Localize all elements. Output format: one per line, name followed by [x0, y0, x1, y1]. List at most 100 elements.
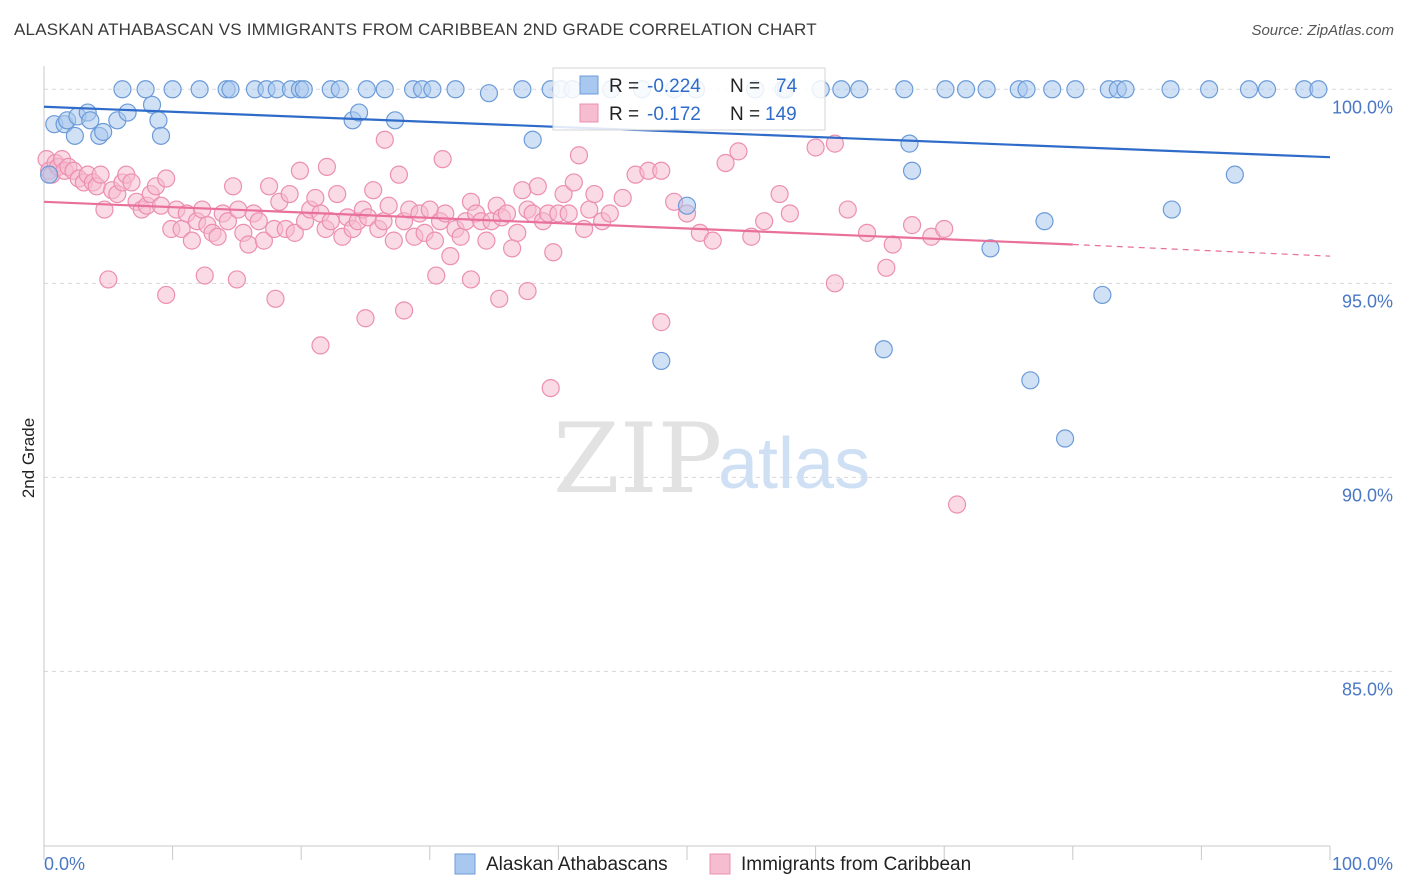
athabascan-point — [294, 80, 313, 99]
athabascan-point — [330, 80, 349, 99]
athabascan-point — [1116, 80, 1135, 99]
athabascan-point — [151, 126, 171, 145]
y-tick-label: 90.0% — [1342, 485, 1393, 505]
legend-swatch-pink — [579, 103, 599, 123]
athabascan-trend-line — [43, 105, 1331, 159]
x-tick-label-max: 100.0% — [1332, 854, 1393, 874]
caribbean-point — [742, 227, 761, 246]
chart-title: ALASKAN ATHABASCAN VS IMMIGRANTS FROM CA… — [14, 20, 817, 39]
athabascan-point — [513, 80, 532, 99]
caribbean-point — [321, 212, 340, 231]
caribbean-point — [389, 165, 409, 184]
athabascan-point — [874, 340, 893, 359]
caribbean-point — [99, 270, 118, 289]
caribbean-point — [254, 231, 274, 250]
caribbean-point — [425, 231, 445, 250]
caribbean-point — [544, 243, 563, 262]
caribbean-point — [356, 309, 375, 328]
legend-r-label-0: R = — [609, 76, 639, 97]
athabascan-point — [1093, 285, 1112, 305]
caribbean-point — [285, 223, 304, 242]
caribbean-trend-extension — [1072, 243, 1331, 257]
caribbean-point — [394, 301, 414, 320]
trend-lines — [43, 105, 1331, 257]
athabascan-point — [895, 80, 914, 99]
athabascan-point — [936, 80, 955, 99]
athabascan-point — [349, 103, 369, 122]
caribbean-point — [508, 223, 527, 242]
caribbean-point — [490, 289, 509, 308]
y-tick-label: 85.0% — [1342, 679, 1393, 699]
y-tick-label: 95.0% — [1342, 291, 1393, 311]
bottom-legend-label-1: Immigrants from Caribbean — [741, 854, 971, 875]
athabascan-point — [40, 165, 59, 184]
athabascan-point — [163, 80, 182, 99]
athabascan-point — [1257, 80, 1277, 99]
athabascan-point — [1225, 165, 1244, 184]
y-axis-label: 2nd Grade — [19, 418, 38, 498]
athabascan-point — [423, 80, 442, 99]
caribbean-point — [266, 289, 285, 308]
caribbean-point — [122, 173, 141, 192]
caribbean-point — [600, 204, 619, 223]
caribbean-trend-line — [43, 200, 1073, 246]
caribbean-point — [461, 270, 481, 289]
caribbean-point — [157, 285, 176, 305]
athabascan-point — [190, 80, 209, 99]
athabascan-point — [357, 80, 376, 99]
caribbean-point — [825, 274, 844, 293]
athabascan-point — [677, 196, 697, 215]
athabascan-point — [832, 80, 851, 99]
caribbean-point — [182, 231, 201, 250]
athabascan-point — [136, 80, 155, 99]
athabascan-point — [523, 130, 542, 149]
legend-n-value-1: 149 — [765, 104, 797, 125]
caribbean-point — [328, 184, 347, 204]
caribbean-point — [157, 169, 176, 188]
athabascan-point — [113, 80, 132, 99]
athabascan-point — [652, 351, 671, 371]
caribbean-point — [729, 142, 748, 161]
caribbean-point — [513, 181, 532, 200]
athabascan-point — [956, 80, 976, 99]
athabascan-point — [902, 161, 922, 180]
athabascan-point — [850, 80, 869, 99]
athabascan-point — [1309, 80, 1328, 99]
caribbean-point — [91, 165, 110, 184]
athabascan-point — [479, 84, 499, 103]
stats-legend: R = -0.224 N = 74 R = -0.172 N = 149 — [552, 67, 826, 131]
caribbean-point — [755, 212, 774, 231]
legend-n-label-0: N = — [730, 76, 760, 97]
athabascan-point — [900, 134, 919, 153]
caribbean-point — [652, 161, 671, 180]
caribbean-point — [503, 239, 522, 258]
caribbean-point — [902, 216, 922, 235]
caribbean-point — [528, 177, 547, 196]
legend-n-value-0: 74 — [776, 76, 798, 97]
caribbean-point — [652, 313, 671, 332]
caribbean-point — [883, 235, 902, 254]
athabascan-point — [1035, 212, 1054, 231]
caribbean-point — [838, 200, 857, 219]
caribbean-point — [441, 247, 460, 266]
caribbean-point — [259, 177, 279, 196]
caribbean-point — [857, 223, 877, 242]
caribbean-point — [239, 235, 258, 254]
caribbean-point — [249, 212, 268, 231]
legend-n-label-1: N = — [730, 104, 760, 125]
caribbean-point — [364, 181, 383, 200]
gridlines — [44, 88, 1393, 672]
athabascan-point — [81, 111, 100, 130]
caribbean-point — [825, 134, 844, 153]
chart-source: Source: ZipAtlas.com — [1251, 22, 1394, 39]
athabascan-point — [1021, 371, 1040, 390]
athabascan-point — [1161, 80, 1180, 99]
bottom-legend-swatch-blue — [454, 853, 476, 875]
caribbean-point — [375, 130, 394, 149]
watermark-atlas: atlas — [718, 424, 870, 504]
bottom-legend: Alaskan Athabascans Immigrants from Cari… — [454, 853, 971, 875]
athabascan-point — [1066, 80, 1085, 99]
caribbean-point — [280, 184, 299, 204]
caribbean-point — [947, 495, 967, 514]
